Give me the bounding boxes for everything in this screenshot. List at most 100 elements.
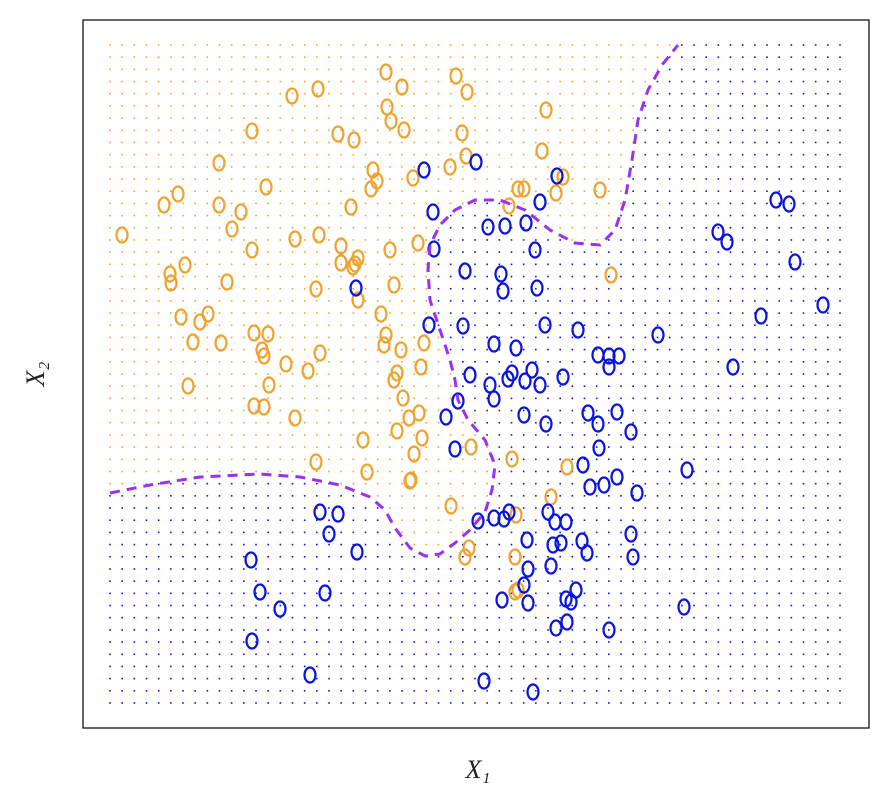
grid-dot <box>595 44 598 46</box>
point <box>360 463 374 481</box>
grid-dot <box>778 275 780 278</box>
grid-dot <box>535 361 537 363</box>
grid-dot <box>243 251 245 253</box>
grid-dot <box>303 178 306 180</box>
grid-dot <box>571 531 574 534</box>
grid-dot <box>194 105 196 107</box>
grid-dot <box>170 702 172 704</box>
grid-dot <box>230 129 233 132</box>
grid-dot <box>145 482 148 485</box>
grid-dot <box>535 239 537 241</box>
grid-dot <box>814 251 817 253</box>
grid-dot <box>145 117 148 119</box>
point <box>285 87 299 105</box>
grid-dot <box>145 348 148 351</box>
grid-dot <box>620 117 622 119</box>
grid-dot <box>401 141 403 144</box>
grid-dot <box>668 629 671 631</box>
grid-dot <box>608 531 610 534</box>
point <box>448 440 462 458</box>
grid-dot <box>145 190 148 193</box>
grid-dot <box>243 324 245 327</box>
grid-dot <box>243 263 245 266</box>
grid-dot <box>279 129 282 132</box>
grid-dot <box>644 226 647 229</box>
grid-dot <box>693 555 695 558</box>
grid-dot <box>145 421 148 424</box>
grid-dot <box>109 421 111 424</box>
point <box>726 358 740 376</box>
grid-dot <box>121 653 123 656</box>
grid-dot <box>595 458 598 461</box>
grid-dot <box>474 287 476 290</box>
grid-dot <box>827 80 829 83</box>
grid-dot <box>839 385 841 387</box>
grid-dot <box>474 312 476 314</box>
grid-dot <box>279 336 282 339</box>
grid-dot <box>206 568 209 570</box>
grid-dot <box>522 226 525 229</box>
grid-dot <box>352 105 355 107</box>
grid-dot <box>328 202 330 205</box>
grid-dot <box>449 117 452 119</box>
grid-dot <box>303 251 306 253</box>
grid-dot <box>291 105 294 107</box>
grid-dot <box>376 263 379 266</box>
grid-dot <box>328 519 330 522</box>
grid-dot <box>754 470 756 473</box>
grid-dot <box>157 629 160 631</box>
grid-dot <box>352 592 355 595</box>
grid-dot <box>668 92 671 95</box>
grid-dot <box>632 458 634 461</box>
grid-dot <box>547 105 549 107</box>
grid-dot <box>230 653 233 656</box>
grid-dot <box>474 604 476 607</box>
grid-dot <box>705 56 707 58</box>
grid-dot <box>437 239 440 241</box>
grid-dot <box>218 129 221 132</box>
grid-dot <box>389 166 391 168</box>
grid-dot <box>121 263 123 266</box>
grid-dot <box>145 555 148 558</box>
grid-dot <box>133 300 136 302</box>
grid-dot <box>729 166 732 168</box>
grid-dot <box>291 263 294 266</box>
grid-dot <box>255 385 257 387</box>
grid-dot <box>182 592 184 595</box>
grid-dot <box>571 446 574 448</box>
grid-dot <box>437 153 440 156</box>
grid-dot <box>644 677 647 680</box>
grid-dot <box>364 361 367 363</box>
grid-dot <box>413 178 415 180</box>
grid-dot <box>778 251 780 253</box>
grid-dot <box>620 458 622 461</box>
grid-dot <box>182 470 184 473</box>
grid-dot <box>328 336 330 339</box>
grid-dot <box>462 129 464 132</box>
grid-dot <box>583 263 586 266</box>
grid-dot <box>389 153 391 156</box>
grid-dot <box>133 458 136 461</box>
grid-dot <box>668 239 671 241</box>
grid-dot <box>462 531 464 534</box>
grid-dot <box>814 616 817 619</box>
grid-dot <box>717 690 720 692</box>
point <box>387 276 401 294</box>
grid-dot <box>182 117 184 119</box>
grid-dot <box>535 68 537 71</box>
grid-dot <box>364 300 367 302</box>
grid-dot <box>401 214 403 217</box>
grid-dot <box>717 421 720 424</box>
grid-dot <box>437 446 440 448</box>
grid-dot <box>243 287 245 290</box>
grid-dot <box>827 348 829 351</box>
grid-dot <box>583 178 586 180</box>
grid-dot <box>389 641 391 643</box>
grid-dot <box>218 178 221 180</box>
grid-dot <box>717 665 720 668</box>
grid-dot <box>449 92 452 95</box>
grid-dot <box>182 68 184 71</box>
grid-dot <box>157 446 160 448</box>
grid-dot <box>729 105 732 107</box>
grid-dot <box>145 385 148 387</box>
